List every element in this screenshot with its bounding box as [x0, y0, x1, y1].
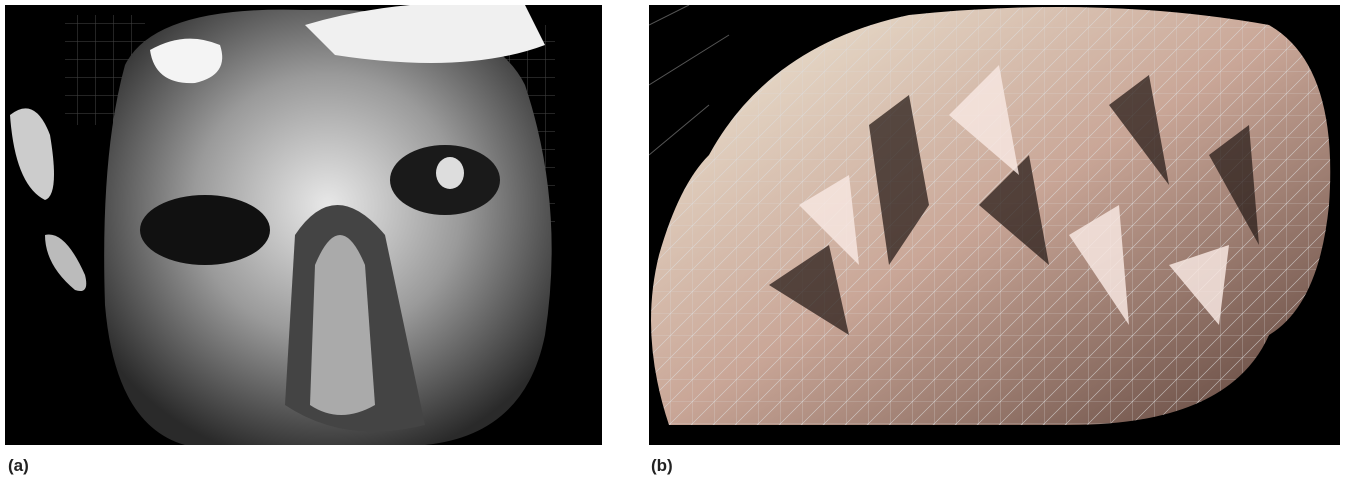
facets	[799, 65, 1229, 325]
panel-label: (a)	[8, 456, 29, 475]
eye-highlight	[436, 157, 464, 189]
fragment	[10, 108, 54, 200]
render-b	[649, 5, 1340, 445]
eye	[140, 195, 270, 265]
facets	[769, 75, 1259, 335]
patch	[305, 5, 545, 63]
fragment	[45, 234, 87, 291]
render-a-image	[10, 5, 555, 445]
nose-ridge	[310, 235, 375, 415]
mesh	[651, 7, 1331, 425]
render-b-image	[649, 5, 1331, 425]
grid	[649, 5, 730, 156]
panel-label: (b)	[651, 456, 673, 475]
patch	[150, 38, 223, 84]
render-a	[5, 5, 602, 445]
